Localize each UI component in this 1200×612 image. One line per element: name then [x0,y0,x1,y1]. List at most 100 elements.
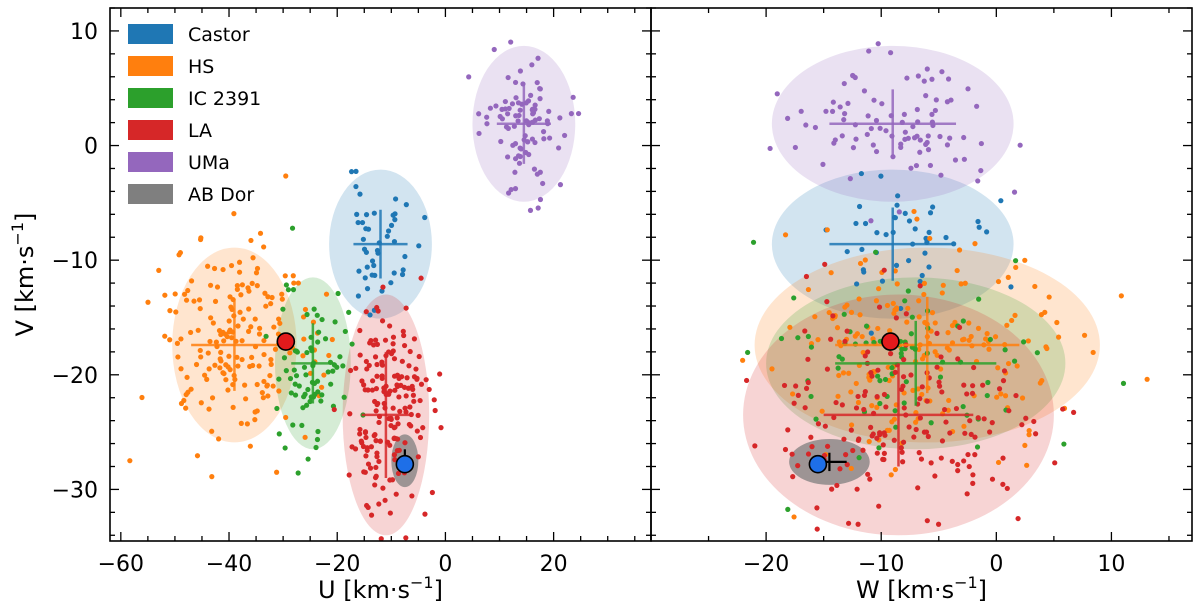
point-hs [216,327,223,334]
point-hs [188,278,195,284]
point-la [921,429,928,435]
point-uma [515,118,521,124]
point-hs [268,361,274,367]
point-hs [787,324,793,330]
point-uma [541,136,547,142]
point-la [972,434,978,440]
point-uma [853,136,859,142]
point-uma [512,156,519,162]
point-castor [388,222,395,228]
point-castor [858,170,864,177]
point-hs [885,364,891,370]
point-la [1001,368,1008,374]
point-uma [497,113,503,120]
point-uma [517,68,524,74]
point-uma [568,111,574,117]
point-la [924,518,930,524]
point-uma [537,196,544,203]
error-cross-ic-2391 [835,320,997,406]
x-axis-label: U [km·s−1] [318,573,443,604]
point-hs [249,280,255,286]
point-uma [861,88,868,94]
point-la [805,379,811,386]
point-uma [929,111,935,117]
point-la [837,466,843,472]
point-uma [823,108,829,114]
point-ic-2391 [314,312,320,318]
point-la [987,429,993,435]
point-la [953,405,960,412]
point-ic-2391 [290,422,296,428]
point-ic-2391 [274,405,280,412]
point-la [388,416,394,423]
point-la [968,431,974,438]
point-hs [769,366,775,372]
point-hs [250,255,256,261]
point-hs [961,336,967,342]
point-hs [905,305,911,311]
point-hs [279,296,285,302]
point-ic-2391 [856,455,862,461]
point-la [906,424,912,430]
point-la [395,421,401,427]
point-hs [914,216,920,222]
point-ic-2391 [889,365,895,371]
point-hs [173,309,179,315]
point-hs [874,404,880,410]
point-la [875,367,881,373]
point-hs [265,393,271,399]
point-hs [262,290,268,296]
point-ic-2391 [290,287,297,293]
point-hs [782,232,789,238]
point-la [901,357,907,363]
point-la [365,461,372,467]
point-uma [570,94,576,100]
point-la [407,404,413,410]
point-hs [995,459,1002,466]
point-hs [921,291,927,298]
point-la [367,465,374,471]
point-uma [529,136,536,142]
point-la [365,504,371,511]
point-la [437,371,443,377]
point-uma [531,166,538,172]
point-la [881,391,888,398]
point-hs [986,346,992,352]
point-hs [887,328,893,334]
point-uma [877,125,883,131]
point-uma [914,133,920,139]
point-ic-2391 [303,402,310,408]
point-la [362,387,368,393]
point-uma [924,66,930,72]
y-tick-label: 10 [70,20,98,45]
point-hs [846,370,852,376]
point-hs [239,356,245,363]
point-hs [913,419,919,425]
point-hs [862,257,868,263]
point-la [848,427,854,433]
point-ic-2391 [876,445,882,451]
point-hs [892,466,898,473]
point-la [373,408,379,414]
point-la [919,384,925,390]
point-hs [966,320,972,326]
point-hs [992,334,999,340]
point-hs [181,291,188,297]
point-castor [926,229,932,235]
point-hs [227,327,233,333]
point-uma [812,124,819,131]
point-hs [968,333,974,340]
point-castor [844,248,850,255]
point-hs [226,353,232,359]
point-la [358,438,364,444]
point-hs [187,329,194,336]
point-la [876,304,883,310]
point-la [893,315,899,321]
point-hs [226,318,232,324]
point-castor [927,210,934,216]
point-la [868,424,874,430]
point-castor [943,234,949,241]
point-la [970,472,976,478]
point-la [372,432,378,438]
point-ic-2391 [985,379,991,386]
